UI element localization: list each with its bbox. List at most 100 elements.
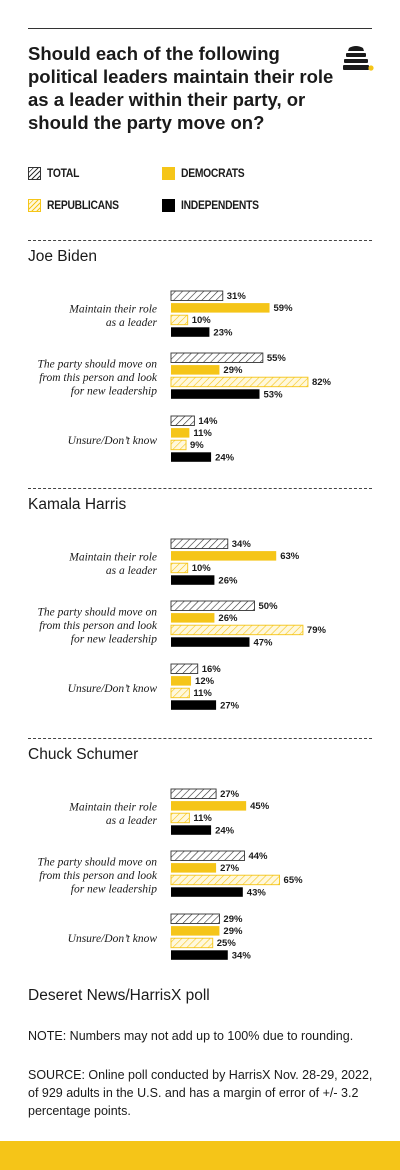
value-label-total: 50% <box>259 601 279 612</box>
bar-independents <box>171 700 217 710</box>
bar-chart: Maintain their role as a leader 34% 63% 10% 2… <box>38 538 327 711</box>
legend-swatch-republicans <box>28 198 41 212</box>
bar-independents <box>171 327 210 337</box>
bar-independents <box>171 887 243 897</box>
category-label: Unsure/Don’t know <box>68 933 158 945</box>
value-label-republicans: 25% <box>217 938 237 949</box>
bar-democrats <box>171 551 277 561</box>
value-label-democrats: 11% <box>193 428 212 439</box>
category-label: The party should move on <box>38 857 158 869</box>
category-label: for new leadership <box>71 634 157 646</box>
value-label-democrats: 26% <box>218 613 238 624</box>
bar-total <box>170 663 199 674</box>
top-rule <box>28 28 372 29</box>
section-divider <box>28 738 372 739</box>
legend-label-independents: INDEPENDENTS <box>181 198 259 212</box>
legend-item-democrats: DEMOCRATS <box>162 166 255 180</box>
bar-republicans <box>170 314 189 326</box>
value-label-republicans: 65% <box>284 875 304 886</box>
source-title: Deseret News/HarrisX poll <box>28 987 210 1004</box>
bar-democrats <box>171 365 220 375</box>
section-chuck-schumer: Chuck Schumer Maintain their role as a lea… <box>0 738 400 986</box>
category-label: The party should move on <box>38 359 158 371</box>
value-label-republicans: 10% <box>192 563 212 574</box>
value-label-republicans: 79% <box>307 625 327 636</box>
value-label-total: 34% <box>232 539 252 550</box>
value-label-democrats: 29% <box>223 365 243 376</box>
value-label-republicans: 11% <box>193 688 212 699</box>
value-label-democrats: 59% <box>274 303 294 314</box>
category-label: from this person and look <box>39 870 158 882</box>
bar-republicans <box>170 687 190 699</box>
bar-republicans <box>170 874 281 886</box>
value-label-total: 55% <box>267 353 287 364</box>
value-label-independents: 53% <box>264 389 284 400</box>
section-kamala-harris: Kamala Harris Maintain their role as a lea… <box>0 488 400 736</box>
value-label-total: 44% <box>248 851 268 862</box>
category-label: as a leader <box>106 565 158 577</box>
category-label: Maintain their role <box>68 551 157 563</box>
value-label-democrats: 29% <box>223 926 243 937</box>
value-label-independents: 43% <box>247 887 267 898</box>
chart-title: Should each of the following political l… <box>28 43 334 133</box>
legend-item-total: TOTAL <box>28 166 84 180</box>
bar-total <box>170 850 245 861</box>
category-label: from this person and look <box>39 372 158 384</box>
category-label: Maintain their role <box>68 801 157 813</box>
bar-republicans <box>170 937 214 949</box>
value-label-democrats: 63% <box>280 551 300 562</box>
bar-democrats <box>171 801 247 811</box>
legend-swatch-independents <box>162 198 175 212</box>
value-label-total: 31% <box>227 291 247 302</box>
value-label-independents: 27% <box>220 700 240 711</box>
value-label-democrats: 12% <box>195 676 215 687</box>
value-label-republicans: 10% <box>192 315 212 326</box>
legend-swatch-democrats <box>162 166 175 180</box>
category-label: Maintain their role <box>68 303 157 315</box>
value-label-independents: 23% <box>213 327 233 338</box>
section-divider <box>28 240 372 241</box>
section-joe-biden: Joe Biden Maintain their role as a leader 3… <box>0 240 400 488</box>
bar-total <box>170 538 229 549</box>
bar-democrats <box>171 428 190 438</box>
source-text: SOURCE: Online poll conducted by HarrisX… <box>28 1068 373 1118</box>
value-label-independents: 24% <box>215 825 235 836</box>
value-label-independents: 24% <box>215 452 235 463</box>
legend-swatch-total <box>28 166 41 180</box>
value-label-republicans: 82% <box>312 377 332 388</box>
bottom-accent-bar <box>0 1141 400 1170</box>
value-label-independents: 26% <box>218 575 238 586</box>
legend-item-republicans: REPUBLICANS <box>28 198 130 212</box>
category-label: as a leader <box>106 815 158 827</box>
bar-democrats <box>171 863 217 873</box>
bar-democrats <box>171 303 270 313</box>
category-label: as a leader <box>106 317 158 329</box>
leader-name: Kamala Harris <box>28 496 127 513</box>
bar-total <box>170 290 224 301</box>
bar-democrats <box>171 676 192 686</box>
beehive-icon <box>343 46 374 71</box>
note-text: NOTE: Numbers may not add up to 100% due… <box>28 1029 354 1043</box>
bar-independents <box>171 825 212 835</box>
bar-independents <box>171 575 215 585</box>
bar-republicans <box>170 439 187 451</box>
category-label: Unsure/Don’t know <box>68 435 158 447</box>
legend-label-total: TOTAL <box>47 166 80 180</box>
section-divider <box>28 488 372 489</box>
bar-total <box>170 352 264 363</box>
legend: TOTAL DEMOCRATS REPUBLICANS INDEPENDENTS <box>28 164 372 216</box>
value-label-total: 29% <box>223 914 243 925</box>
leader-name: Joe Biden <box>28 248 97 265</box>
bar-republicans <box>170 562 189 574</box>
bar-democrats <box>171 613 215 623</box>
value-label-democrats: 27% <box>220 863 240 874</box>
bar-total <box>170 788 217 799</box>
bar-republicans <box>170 376 309 388</box>
category-label: for new leadership <box>71 386 157 398</box>
bar-independents <box>171 389 260 399</box>
legend-label-democrats: DEMOCRATS <box>181 166 245 180</box>
category-label: The party should move on <box>38 607 158 619</box>
bar-republicans <box>170 624 304 636</box>
value-label-independents: 34% <box>232 950 252 961</box>
